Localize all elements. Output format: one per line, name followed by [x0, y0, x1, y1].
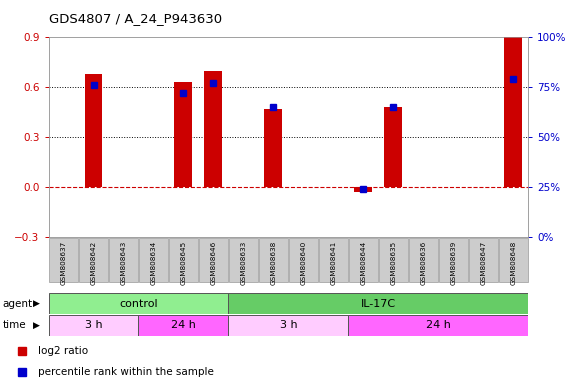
Text: log2 ratio: log2 ratio — [38, 346, 88, 356]
Bar — [169, 238, 198, 282]
Bar — [264, 109, 283, 187]
Bar — [79, 238, 108, 282]
Text: GSM808638: GSM808638 — [270, 240, 276, 285]
Bar — [229, 238, 258, 282]
Bar — [199, 238, 228, 282]
Text: GSM808647: GSM808647 — [480, 240, 486, 285]
Bar — [228, 293, 528, 314]
Text: ▶: ▶ — [33, 321, 40, 330]
Text: 3 h: 3 h — [85, 320, 102, 331]
Text: time: time — [3, 320, 26, 331]
Text: GSM808644: GSM808644 — [360, 240, 367, 285]
Text: GSM808646: GSM808646 — [210, 240, 216, 285]
Text: GSM808635: GSM808635 — [390, 240, 396, 285]
Text: IL-17C: IL-17C — [361, 298, 396, 309]
Bar — [409, 238, 437, 282]
Bar — [109, 238, 138, 282]
Bar — [204, 71, 223, 187]
Text: GSM808636: GSM808636 — [420, 240, 427, 285]
Bar — [139, 238, 168, 282]
Bar — [384, 107, 402, 187]
Text: GSM808634: GSM808634 — [150, 240, 156, 285]
Bar — [259, 238, 288, 282]
Text: percentile rank within the sample: percentile rank within the sample — [38, 367, 214, 377]
Text: control: control — [119, 298, 158, 309]
Bar — [348, 315, 528, 336]
Bar — [49, 293, 228, 314]
Text: 3 h: 3 h — [280, 320, 297, 331]
Bar — [175, 82, 192, 187]
Text: GSM808642: GSM808642 — [90, 240, 96, 285]
Bar — [85, 74, 103, 187]
Bar — [49, 238, 78, 282]
Text: GSM808640: GSM808640 — [300, 240, 307, 285]
Text: GSM808645: GSM808645 — [180, 240, 187, 285]
Text: GSM808639: GSM808639 — [450, 240, 456, 285]
Text: 24 h: 24 h — [171, 320, 196, 331]
Text: GSM808633: GSM808633 — [240, 240, 247, 285]
Bar — [354, 187, 372, 192]
Bar — [379, 238, 408, 282]
Bar — [289, 238, 317, 282]
Text: 24 h: 24 h — [426, 320, 451, 331]
Text: GSM808637: GSM808637 — [61, 240, 67, 285]
Bar — [504, 36, 522, 187]
Bar — [349, 238, 377, 282]
Bar — [439, 238, 468, 282]
Text: GSM808641: GSM808641 — [330, 240, 336, 285]
Bar — [228, 315, 348, 336]
Bar — [499, 238, 528, 282]
Text: GDS4807 / A_24_P943630: GDS4807 / A_24_P943630 — [49, 12, 222, 25]
Bar — [49, 315, 138, 336]
Text: ▶: ▶ — [33, 299, 40, 308]
Text: GSM808643: GSM808643 — [120, 240, 127, 285]
Bar — [319, 238, 348, 282]
Text: GSM808648: GSM808648 — [510, 240, 516, 285]
Bar — [138, 315, 228, 336]
Text: agent: agent — [3, 298, 33, 309]
Bar — [469, 238, 497, 282]
